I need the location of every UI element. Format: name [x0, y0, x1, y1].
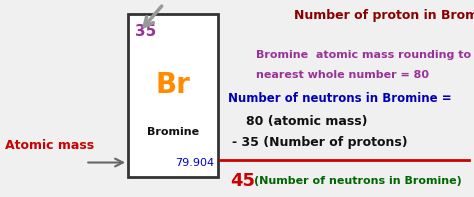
Text: 80 (atomic mass): 80 (atomic mass)	[246, 115, 368, 128]
Text: Atomic mass: Atomic mass	[5, 139, 94, 152]
Text: Number of proton in Bromine: Number of proton in Bromine	[294, 9, 474, 22]
Text: Br: Br	[155, 71, 191, 99]
Text: Bromine  atomic mass rounding to: Bromine atomic mass rounding to	[256, 50, 471, 60]
Text: Number of neutrons in Bromine =: Number of neutrons in Bromine =	[228, 92, 451, 105]
Text: nearest whole number = 80: nearest whole number = 80	[256, 70, 429, 80]
Text: 79.904: 79.904	[175, 158, 214, 167]
Text: (Number of neutrons in Bromine): (Number of neutrons in Bromine)	[254, 176, 461, 186]
FancyBboxPatch shape	[128, 14, 218, 177]
Text: Bromine: Bromine	[147, 127, 199, 137]
Text: 35: 35	[135, 24, 156, 39]
Text: 45: 45	[230, 172, 255, 190]
Text: - 35 (Number of protons): - 35 (Number of protons)	[232, 136, 408, 149]
